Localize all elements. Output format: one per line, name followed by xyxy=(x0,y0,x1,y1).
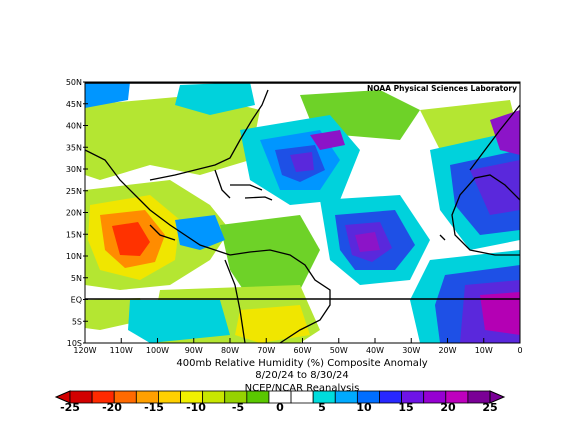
longitude-label: 40W xyxy=(366,346,384,355)
coastlines xyxy=(85,89,520,343)
latitude-label: 10N xyxy=(66,252,82,261)
longitude-label: 10W xyxy=(475,346,493,355)
moist-region xyxy=(175,215,225,250)
moist-region xyxy=(85,82,130,108)
latitude-label: 50N xyxy=(66,78,82,87)
colorbar-label: 25 xyxy=(482,401,497,414)
moist-region xyxy=(480,292,520,335)
moist-region xyxy=(290,152,314,172)
longitude-label: 90W xyxy=(185,346,203,355)
longitude-labels: 120W 110W 100W 90W 80W 70W 60W 50W 40W 30W 20W 10W 0 xyxy=(73,338,523,355)
moist-region xyxy=(310,130,345,150)
colorbar-segment xyxy=(334,390,358,404)
positive-region xyxy=(85,95,260,180)
anomaly-field xyxy=(85,82,520,343)
latitude-labels: 50N 45N 40N 35N 30N 25N 20N 15N 10N 5N EQ 5S 10S xyxy=(66,78,88,348)
colorbar xyxy=(54,390,506,404)
latitude-label: 15N xyxy=(66,230,82,239)
latitude-label: 5N xyxy=(71,274,82,283)
caption-source: NCEP/NCAR Reanalysis xyxy=(245,383,360,394)
longitude-label: 100W xyxy=(146,346,169,355)
latitude-label: 45N xyxy=(66,100,82,109)
caption-dates: 8/20/24 to 8/30/24 xyxy=(255,370,349,381)
colorbar-arrow-right xyxy=(489,390,506,404)
colorbar-label: 20 xyxy=(440,401,456,414)
longitude-label: 0 xyxy=(517,346,522,355)
moist-region xyxy=(355,232,380,252)
colorbar-labels: -25 -20 -15 -10 -5 0 5 10 15 20 25 xyxy=(60,401,498,414)
colorbar-label: -10 xyxy=(186,401,206,414)
moist-region xyxy=(175,82,255,115)
colorbar-label: -25 xyxy=(60,401,80,414)
longitude-label: 110W xyxy=(110,346,133,355)
colorbar-label: -5 xyxy=(232,401,244,414)
latitude-label: 10S xyxy=(67,339,82,348)
colorbar-label: 5 xyxy=(318,401,326,414)
latitude-label: 40N xyxy=(66,122,82,131)
moist-region xyxy=(128,300,230,343)
colorbar-label: -15 xyxy=(144,401,164,414)
colorbar-segment xyxy=(202,390,226,404)
latitude-label: 20N xyxy=(66,209,82,218)
latitude-label: 30N xyxy=(66,165,82,174)
longitude-label: 70W xyxy=(257,346,275,355)
dry-region xyxy=(112,222,150,256)
colorbar-label: 0 xyxy=(276,401,284,414)
latitude-label: 25N xyxy=(66,187,82,196)
caption-title: 400mb Relative Humidity (%) Composite An… xyxy=(176,358,427,369)
credit-label: NOAA Physical Sciences Laboratory xyxy=(367,84,517,93)
longitude-label: 60W xyxy=(293,346,311,355)
colorbar-segment xyxy=(246,390,270,404)
longitude-label: 80W xyxy=(221,346,239,355)
moist-region xyxy=(470,160,520,215)
colorbar-label: -20 xyxy=(102,401,122,414)
longitude-label: 120W xyxy=(73,346,96,355)
latitude-label: 35N xyxy=(66,143,82,152)
colorbar-segment xyxy=(290,390,314,404)
positive-region xyxy=(220,215,320,300)
longitude-label: 30W xyxy=(402,346,420,355)
colorbar-label: 10 xyxy=(356,401,372,414)
moist-region xyxy=(490,110,520,155)
colorbar-label: 15 xyxy=(398,401,413,414)
latitude-label: EQ xyxy=(71,296,82,305)
latitude-label: 5S xyxy=(72,317,82,326)
longitude-label: 50W xyxy=(330,346,348,355)
longitude-label: 20W xyxy=(438,346,456,355)
dry-region xyxy=(235,305,310,343)
